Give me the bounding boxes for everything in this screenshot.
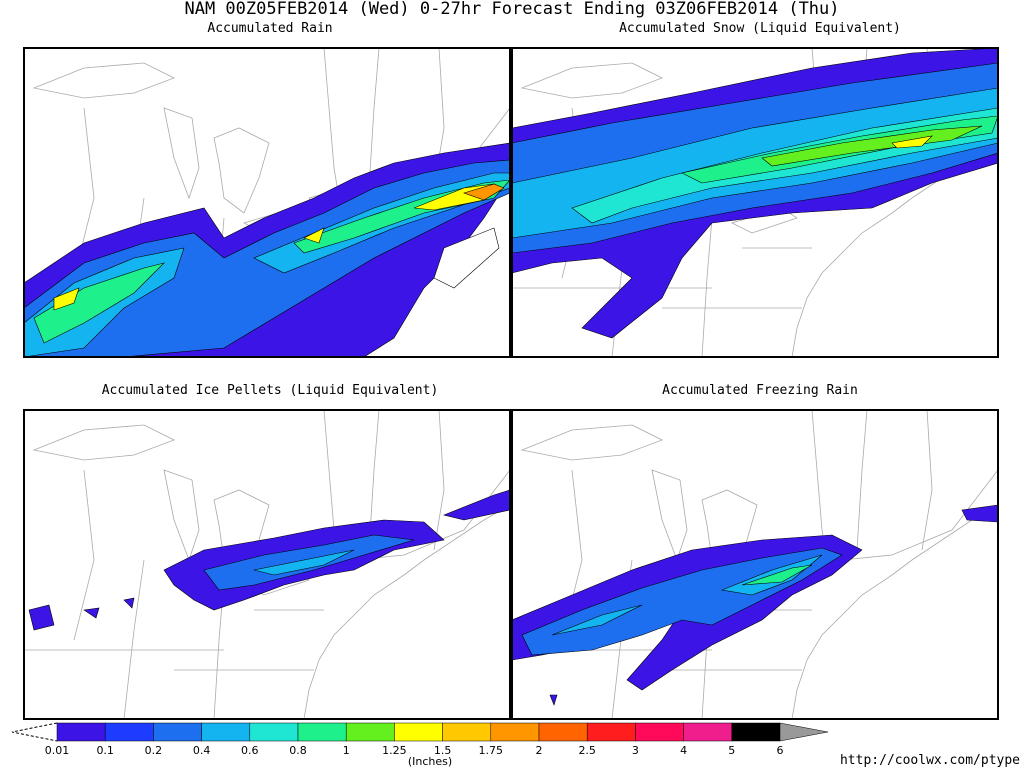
colorbar-label: 0.2 — [145, 744, 163, 757]
colorbar-swatch — [345, 722, 395, 742]
colorbar-swatch — [394, 722, 443, 742]
map-panel — [23, 47, 511, 358]
colorbar-swatch — [297, 722, 347, 742]
map-panel — [511, 409, 999, 720]
panel-frame — [23, 409, 511, 720]
panel-frame — [511, 409, 999, 720]
title: NAM 00Z05FEB2014 (Wed) 0-27hr Forecast E… — [184, 0, 839, 19]
map-panel — [23, 409, 511, 720]
colorbar-label: 3 — [632, 744, 639, 757]
colorbar-label: 0.6 — [241, 744, 259, 757]
colorbar-high-arrow — [779, 722, 829, 742]
colorbar-swatch — [104, 722, 154, 742]
panel-frame — [511, 47, 999, 358]
colorbar-swatch — [490, 722, 540, 742]
colorbar-swatch — [56, 722, 106, 742]
panel-title: Accumulated Freezing Rain — [662, 383, 858, 398]
panel-title: Accumulated Snow (Liquid Equivalent) — [619, 21, 901, 36]
colorbar-label: 0.8 — [289, 744, 307, 757]
colorbar-swatch — [201, 722, 251, 742]
colorbar-label: 5 — [728, 744, 735, 757]
colorbar-swatch — [683, 722, 733, 742]
colorbar-swatch — [635, 722, 684, 742]
url: http://coolwx.com/ptype — [840, 753, 1020, 768]
map-panel — [511, 47, 999, 358]
colorbar-swatch — [153, 722, 202, 742]
units-label: (Inches) — [408, 755, 452, 768]
colorbar-label: 1.25 — [382, 744, 407, 757]
colorbar-swatch — [249, 722, 299, 742]
colorbar-label: 0.1 — [96, 744, 114, 757]
colorbar-label: 2 — [536, 744, 543, 757]
colorbar-swatch — [586, 722, 636, 742]
colorbar-label: 0.01 — [45, 744, 70, 757]
colorbar-label: 1 — [343, 744, 350, 757]
panel-title: Accumulated Ice Pellets (Liquid Equivale… — [102, 383, 439, 398]
colorbar-low-arrow — [11, 722, 58, 742]
panel-title: Accumulated Rain — [207, 21, 332, 36]
colorbar-label: 4 — [680, 744, 687, 757]
colorbar-label: 2.5 — [578, 744, 596, 757]
colorbar-swatch — [731, 722, 781, 742]
colorbar-label: 1.75 — [479, 744, 504, 757]
panel-frame — [23, 47, 511, 358]
colorbar-swatch — [538, 722, 588, 742]
colorbar-label: 6 — [777, 744, 784, 757]
colorbar-label: 1.5 — [434, 744, 452, 757]
colorbar — [11, 722, 829, 742]
colorbar-label: 0.4 — [193, 744, 211, 757]
colorbar-swatch — [442, 722, 492, 742]
